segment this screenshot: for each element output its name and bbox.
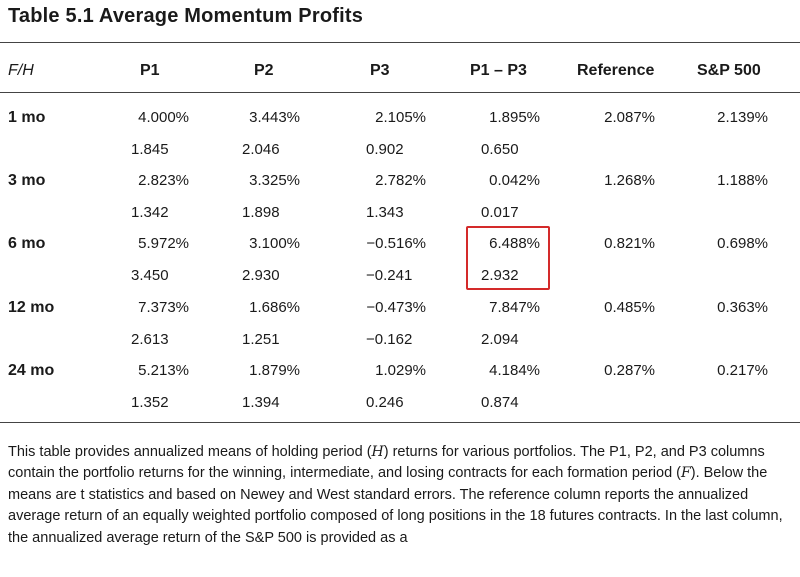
mean-reference: 0.485%: [604, 299, 655, 316]
tstat-p1-p3: 0.874: [481, 394, 519, 411]
row-label: 24 mo: [8, 362, 55, 379]
row-label: 3 mo: [8, 172, 46, 189]
mean-p1: 2.823%: [138, 172, 189, 189]
mean-reference: 0.821%: [604, 235, 655, 252]
mean-reference: 1.268%: [604, 172, 655, 189]
note-text-2: ) returns for various portfolios. The P1…: [8, 444, 765, 482]
row-label: 6 mo: [8, 235, 46, 252]
mean-sp500: 0.698%: [717, 235, 768, 252]
tstat-p2: 2.046: [242, 141, 280, 158]
mean-p3: −0.516%: [366, 235, 426, 252]
mean-reference: 0.287%: [604, 362, 655, 379]
tstat-p1: 2.613: [131, 331, 169, 348]
row-label: 1 mo: [8, 109, 46, 126]
header-sp500: S&P 500: [697, 62, 761, 79]
tstat-p1: 3.450: [131, 267, 169, 284]
mean-sp500: 0.363%: [717, 299, 768, 316]
mean-sp500: 1.188%: [717, 172, 768, 189]
mean-p2: 1.686%: [249, 299, 300, 316]
mean-p1-p3: 7.847%: [489, 299, 540, 316]
mean-sp500: 0.217%: [717, 362, 768, 379]
table-note: This table provides annualized means of …: [8, 442, 790, 549]
tstat-p2: 1.251: [242, 331, 280, 348]
mean-p3: 2.782%: [375, 172, 426, 189]
table-title: Table 5.1 Average Momentum Profits: [8, 5, 364, 27]
tstat-p1: 1.352: [131, 394, 169, 411]
mean-sp500: 2.139%: [717, 109, 768, 126]
mean-p2: 3.325%: [249, 172, 300, 189]
note-text-1: This table provides annualized means of …: [8, 444, 372, 460]
mean-p1: 7.373%: [138, 299, 189, 316]
tstat-p3: 0.246: [366, 394, 404, 411]
mean-p1-p3: 6.488%: [489, 235, 540, 252]
tstat-p1-p3: 2.094: [481, 331, 519, 348]
note-symbol-h: H: [371, 444, 384, 460]
mean-p3: 2.105%: [375, 109, 426, 126]
tstat-p3: −0.162: [366, 331, 413, 348]
mean-reference: 2.087%: [604, 109, 655, 126]
mean-p2: 3.443%: [249, 109, 300, 126]
tstat-p1: 1.845: [131, 141, 169, 158]
header-p3: P3: [370, 62, 390, 79]
tstat-p3: 1.343: [366, 204, 404, 221]
tstat-p1-p3: 0.650: [481, 141, 519, 158]
header-p1: P1: [140, 62, 160, 79]
highlight-box: [466, 226, 550, 290]
header-rule: [0, 92, 800, 93]
mean-p1-p3: 1.895%: [489, 109, 540, 126]
mean-p1-p3: 0.042%: [489, 172, 540, 189]
header-reference: Reference: [577, 62, 655, 79]
tstat-p3: −0.241: [366, 267, 413, 284]
mean-p3: −0.473%: [366, 299, 426, 316]
tstat-p1-p3: 2.932: [481, 267, 519, 284]
mean-p1-p3: 4.184%: [489, 362, 540, 379]
note-text-3: ). Below the means are t statistics and …: [8, 465, 783, 546]
row-label: 12 mo: [8, 299, 55, 316]
tstat-p2: 1.898: [242, 204, 280, 221]
header-fh: F/H: [8, 62, 34, 79]
tstat-p1-p3: 0.017: [481, 204, 519, 221]
tstat-p2: 2.930: [242, 267, 280, 284]
tstat-p2: 1.394: [242, 394, 280, 411]
mean-p1: 4.000%: [138, 109, 189, 126]
mean-p3: 1.029%: [375, 362, 426, 379]
tstat-p1: 1.342: [131, 204, 169, 221]
bottom-rule: [0, 422, 800, 423]
mean-p2: 3.100%: [249, 235, 300, 252]
header-p2: P2: [254, 62, 274, 79]
header-p1-p3: P1 – P3: [470, 62, 527, 79]
tstat-p3: 0.902: [366, 141, 404, 158]
note-symbol-f: F: [681, 465, 691, 482]
mean-p2: 1.879%: [249, 362, 300, 379]
top-rule: [0, 42, 800, 43]
mean-p1: 5.213%: [138, 362, 189, 379]
mean-p1: 5.972%: [138, 235, 189, 252]
